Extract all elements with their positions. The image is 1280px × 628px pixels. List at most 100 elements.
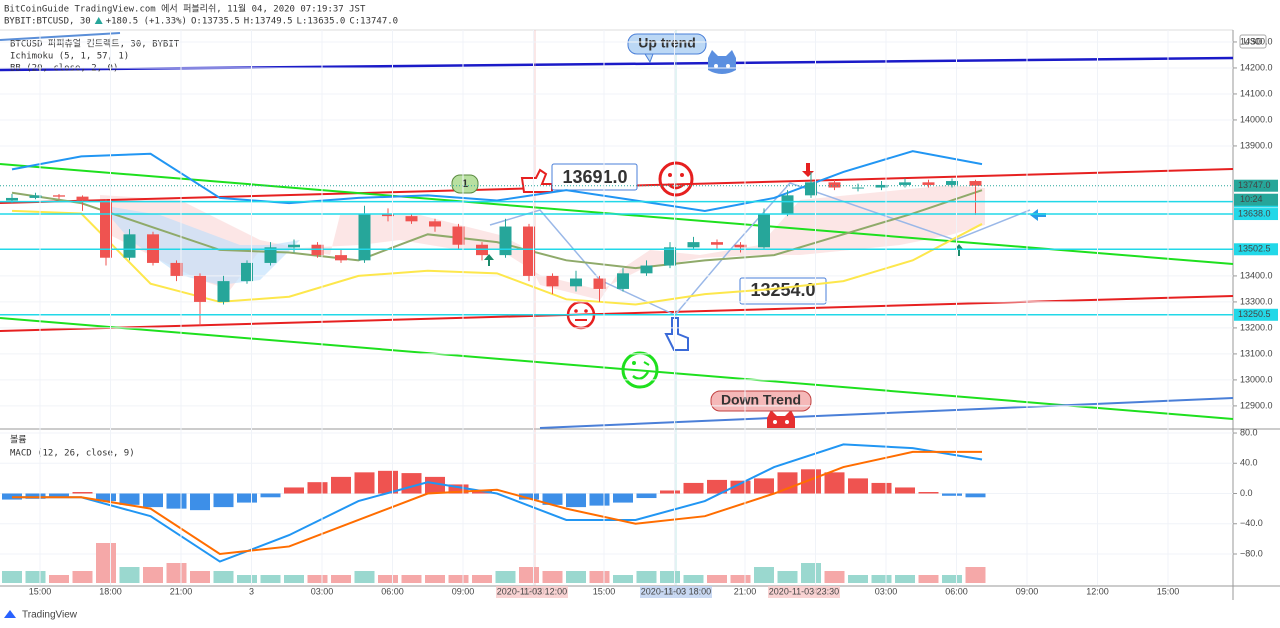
legend: BTCUSD 퍼피츄얼 컨트랙트, 30, BYBIT Ichimoku (5, … — [10, 39, 180, 459]
histogram-bar — [965, 493, 986, 498]
histogram-bar — [354, 472, 375, 494]
histogram-bar — [25, 493, 46, 499]
y-tick-label: 13300.0 — [1240, 296, 1273, 306]
x-tick-label: 21:00 — [170, 586, 193, 596]
volume-bar — [237, 575, 257, 583]
volume-bar — [472, 575, 492, 583]
candle-body — [899, 182, 911, 185]
volume-bar — [425, 575, 445, 583]
histogram-bar — [448, 484, 469, 494]
x-tick-label: 03:00 — [875, 586, 898, 596]
histogram-bar — [824, 472, 845, 494]
volume-bar — [542, 571, 563, 583]
volume-bar — [401, 575, 422, 583]
trend-line — [0, 32, 121, 41]
cat-icon — [767, 410, 795, 428]
candle-body — [617, 273, 629, 289]
candle-body — [100, 200, 112, 258]
price-label-box — [1234, 179, 1278, 192]
y-tick-label: 80.0 — [1240, 427, 1258, 437]
volume-bar — [848, 575, 868, 583]
ohlc-label: C: — [349, 17, 360, 27]
annotation: Down Trend — [721, 392, 801, 408]
volume-bar — [96, 543, 116, 583]
volume-bar — [730, 575, 751, 583]
volume-bar — [49, 575, 69, 583]
price-label: 13250.5 — [1238, 309, 1271, 319]
histogram-bar — [848, 478, 868, 494]
callout: Up trend — [627, 33, 707, 64]
legend-entry: Ichimoku (5, 1, 57, 1) — [10, 52, 129, 62]
histogram-bar — [143, 493, 163, 508]
ohlc-value: 13749.5 — [255, 17, 293, 27]
candle-body — [852, 187, 864, 189]
volume-bar — [72, 571, 93, 583]
volume-bar — [942, 575, 962, 583]
selection-box — [768, 586, 840, 598]
y-tick-label: 12900.0 — [1240, 400, 1273, 410]
callout: Down Trend — [710, 390, 812, 412]
histogram-bar — [401, 473, 422, 494]
histogram-bar — [49, 493, 69, 498]
volume-bar — [566, 571, 586, 583]
y-tick-label: 0.0 — [1240, 488, 1253, 498]
volume-bar — [213, 571, 234, 583]
histogram-bar — [542, 493, 563, 505]
candle-body — [758, 213, 770, 248]
volume-bar — [307, 575, 328, 583]
y-tick-label: 13100.0 — [1240, 348, 1273, 358]
candle-body — [382, 213, 394, 217]
histogram-bar — [331, 476, 351, 494]
volume-bar — [660, 571, 680, 583]
candle-body — [358, 213, 371, 261]
volume-bar — [519, 567, 539, 583]
x-tick-label: 15:00 — [593, 586, 616, 596]
histogram-bar — [683, 482, 704, 494]
volume-bar — [331, 575, 351, 583]
callout: 1 — [451, 174, 479, 194]
indicator-line — [12, 450, 982, 556]
candle-body — [264, 247, 277, 263]
histogram-bar — [871, 482, 892, 494]
histogram-bar — [284, 487, 304, 494]
x-tick-label: 18:00 — [99, 586, 122, 596]
histogram-bar — [237, 493, 257, 503]
candle-body — [711, 242, 723, 245]
logo: TradingView — [4, 610, 78, 621]
candle-body — [875, 184, 888, 188]
selection-label: 2020-11-03 12:00 — [497, 586, 567, 596]
selection-label: 2020-11-03 23:30 — [769, 586, 839, 596]
candle-body — [570, 278, 582, 287]
legend-entry: MACD (12, 26, close, 9) — [10, 449, 135, 459]
indicator-line — [11, 150, 983, 212]
ichimoku-cloud — [100, 185, 985, 300]
histogram-bar — [754, 478, 774, 494]
histogram-bar — [613, 493, 633, 503]
y-tick-label: 13900.0 — [1240, 140, 1273, 150]
volume-bar — [801, 563, 821, 583]
candle-body — [29, 195, 42, 198]
path-drawing — [489, 182, 1031, 316]
volume-bar — [824, 571, 845, 583]
volume-bar — [895, 575, 915, 583]
currency: USD — [1243, 36, 1263, 46]
price-note: 13691.0 — [551, 163, 638, 191]
annotation: 13254.0 — [750, 280, 815, 300]
volume-bar — [354, 571, 375, 583]
volume-bar — [378, 575, 398, 583]
arrow-marker — [1030, 209, 1046, 221]
legend-entry: 볼륨 — [10, 435, 27, 446]
price-label-box — [1234, 208, 1278, 221]
annotation: 13691.0 — [562, 167, 627, 187]
candle-body — [922, 182, 935, 185]
histogram-bar — [72, 492, 93, 494]
indicator-line — [12, 443, 983, 563]
ohlc-value: 13747.0 — [360, 17, 398, 27]
histogram-bar — [918, 492, 939, 494]
volume-bar — [683, 575, 704, 583]
volume-bar — [143, 567, 163, 583]
histogram-bar — [566, 493, 586, 508]
candle-body — [523, 226, 535, 276]
